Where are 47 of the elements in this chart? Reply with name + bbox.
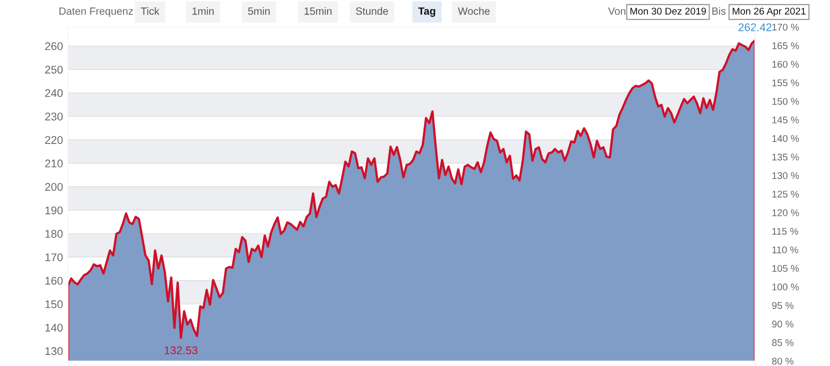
text: Stunde [356,7,388,15]
y2-tick-label: 150 % [772,98,799,105]
annotation: 262.42 [738,23,772,32]
y2-tick-label: 165 % [772,42,799,50]
y-tick-label: 180 [45,230,63,238]
y2-tick-label: 105 % [772,264,799,272]
y-tick-label: 210 [45,160,63,168]
y-tick-label: 240 [45,89,63,98]
y2-tick-label: 170 % [772,24,799,31]
text: Von [608,8,626,15]
y2-tick-label: 80 % [772,358,794,365]
text: Mon 26 Apr 2021 [732,8,806,17]
y2-tick-label: 95 % [772,302,794,309]
y2-tick-label: 125 % [772,190,799,198]
y-tick-label: 190 [45,206,63,214]
y2-tick-label: 120 % [772,209,799,216]
text: 15min [304,7,332,15]
text: Woche [458,7,490,15]
y-tick-label: 170 [45,253,63,262]
text: 1min [192,7,214,15]
y2-tick-label: 100 % [772,284,799,290]
text: Tag [418,7,436,17]
y-tick-label: 260 [45,42,63,50]
text: 5min [248,7,270,15]
text: Mon 30 Dez 2019 [630,8,706,15]
y2-tick-label: 155 % [772,79,799,86]
y-tick-label: 250 [45,66,63,74]
y-tick-label: 200 [45,182,63,191]
y2-tick-label: 145 % [772,116,799,124]
y2-tick-label: 90 % [772,320,794,328]
y2-tick-label: 130 % [772,172,799,180]
y-tick-label: 150 [45,300,63,308]
y-tick-label: 220 [45,136,63,144]
y2-tick-label: 110 % [772,246,798,254]
y-tick-label: 160 [45,276,63,285]
y2-tick-label: 115 % [772,228,798,235]
text: Daten Frequenz [60,8,133,17]
y2-tick-label: 140 % [772,135,799,142]
y2-tick-label: 160 % [772,60,799,68]
y2-tick-label: 135 % [772,154,799,161]
y2-tick-label: 85 % [772,339,794,346]
text: Bis [712,7,726,15]
text: Tick [140,7,160,15]
annotation: 132.53 [164,346,198,354]
y-tick-label: 130 [45,347,63,356]
y-tick-label: 230 [45,112,63,120]
y-tick-label: 140 [45,324,63,332]
